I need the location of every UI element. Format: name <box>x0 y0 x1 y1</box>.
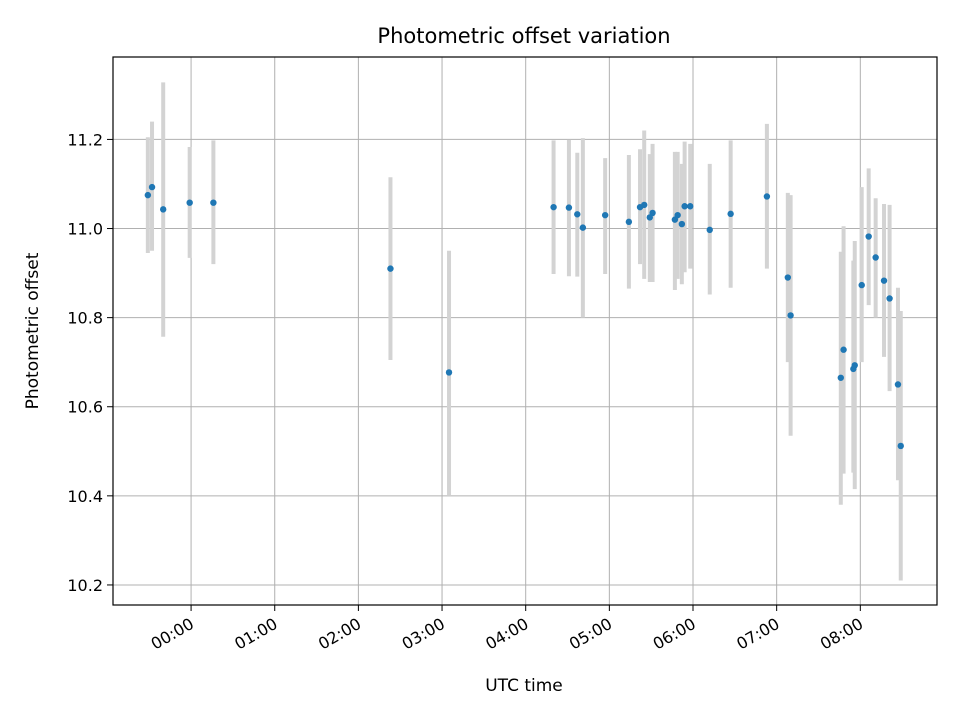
y-tick-label: 10.4 <box>67 487 103 506</box>
data-points <box>144 183 904 450</box>
data-point <box>727 210 734 218</box>
data-point <box>445 369 453 376</box>
data-point <box>897 442 904 450</box>
data-point <box>148 183 156 191</box>
data-point <box>186 199 193 206</box>
data-point <box>872 254 879 261</box>
data-point <box>851 362 858 369</box>
data-point <box>840 346 847 353</box>
data-point <box>886 295 893 302</box>
data-point <box>387 265 394 272</box>
data-point <box>858 281 865 289</box>
data-point <box>579 224 587 231</box>
data-point <box>880 277 888 284</box>
data-point <box>763 193 771 200</box>
data-point <box>837 374 844 381</box>
data-point <box>784 274 792 281</box>
data-point <box>565 204 573 211</box>
data-point <box>674 211 681 219</box>
data-point <box>601 211 609 219</box>
y-tick-label: 11.0 <box>67 220 103 239</box>
data-point <box>641 201 648 209</box>
grid <box>113 57 937 605</box>
data-point <box>550 203 557 211</box>
y-axis-label: Photometric offset <box>23 252 43 409</box>
data-point <box>678 220 686 228</box>
data-point <box>649 209 656 217</box>
y-tick-label: 10.6 <box>67 398 103 417</box>
y-tick-label: 10.2 <box>67 576 103 595</box>
data-point <box>574 211 581 218</box>
data-point <box>865 233 872 240</box>
data-point <box>687 203 694 210</box>
data-point <box>210 199 217 206</box>
data-point <box>159 206 167 213</box>
data-point <box>894 381 902 388</box>
chart-title: Photometric offset variation <box>377 24 670 48</box>
x-axis-label: UTC time <box>485 676 563 696</box>
data-point <box>706 226 713 234</box>
y-axis: 10.2 10.4 10.6 10.8 11.0 11.2 <box>67 130 113 595</box>
data-point <box>625 218 633 226</box>
data-point <box>787 312 794 319</box>
y-tick-label: 10.8 <box>67 309 103 328</box>
data-point <box>681 203 688 210</box>
plot-frame <box>112 56 938 606</box>
y-tick-label: 11.2 <box>67 130 103 149</box>
data-point <box>144 191 152 199</box>
